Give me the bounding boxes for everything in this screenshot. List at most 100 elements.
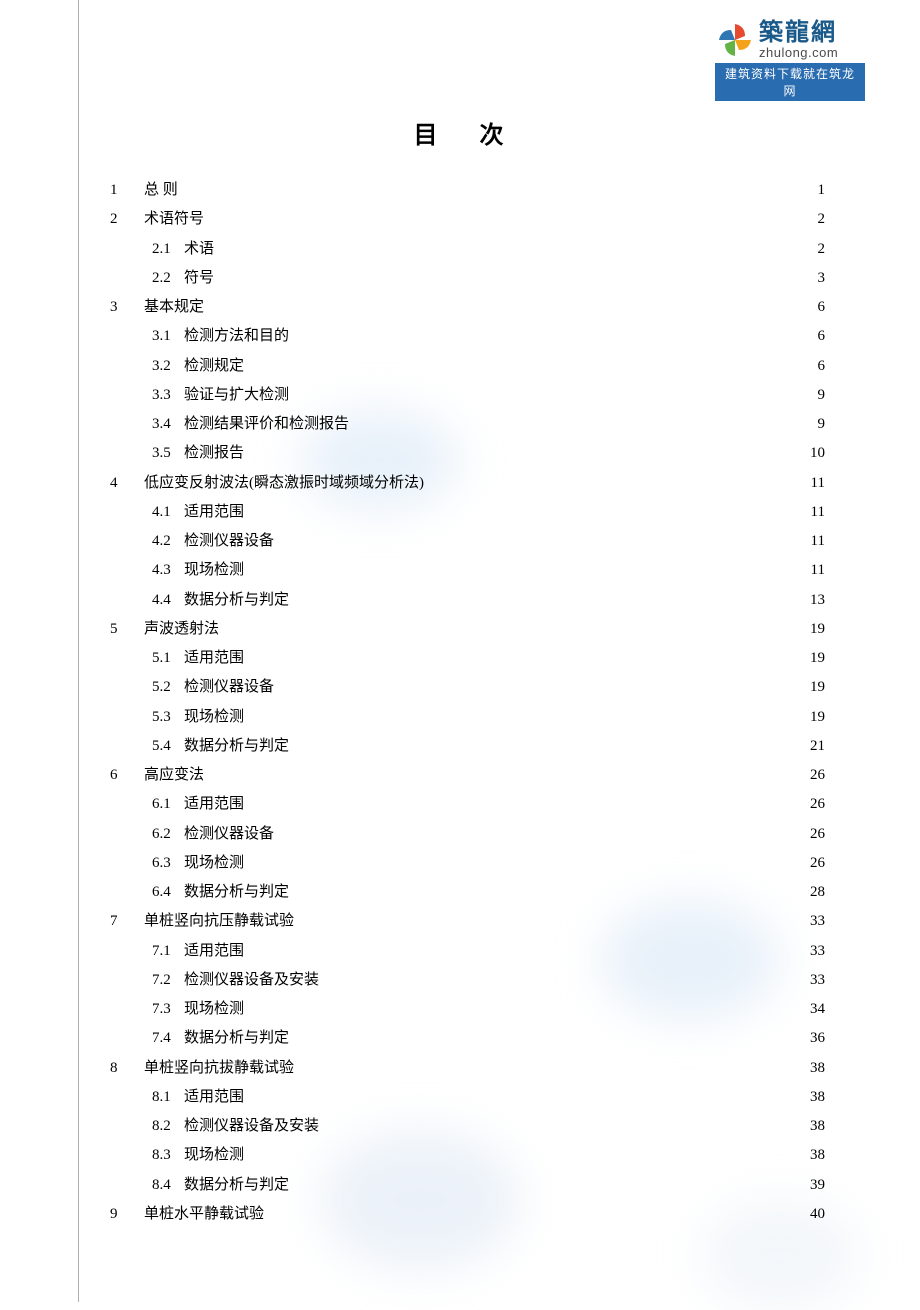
toc-label: 现场检测: [184, 1141, 244, 1170]
page-title: 目 次: [110, 115, 825, 150]
toc-number: 1: [110, 176, 132, 205]
toc-label: 现场检测: [184, 556, 244, 585]
toc-number: 4: [110, 469, 132, 498]
toc-row: 3.4检测结果评价和检测报告9: [110, 410, 825, 439]
toc-row: 7.4数据分析与判定36: [110, 1024, 825, 1053]
toc-page-number: 33: [803, 966, 825, 995]
toc-row: 6 高应变法 26: [110, 761, 825, 790]
toc-label: 单桩竖向抗拔静载试验: [144, 1054, 294, 1083]
table-of-contents: 1 总 则 12术语符号22.1术语22.2符号33基本规定63.1检测方法和目的6…: [110, 176, 825, 1229]
toc-label: 现场检测: [184, 703, 244, 732]
toc-label: 检测仪器设备及安装: [184, 966, 319, 995]
toc-page-number: 34: [803, 995, 825, 1024]
toc-page-number: 26: [803, 849, 825, 878]
toc-page-number: 2: [803, 235, 825, 264]
toc-number: 7.2: [152, 966, 182, 995]
toc-number: 6.4: [152, 878, 182, 907]
toc-page-number: 11: [803, 469, 825, 498]
toc-page-number: 6: [803, 352, 825, 381]
toc-page-number: 6: [803, 322, 825, 351]
toc-row: 8单桩竖向抗拔静载试验38: [110, 1054, 825, 1083]
toc-page-number: 26: [803, 790, 825, 819]
toc-row: 3基本规定6: [110, 293, 825, 322]
toc-page-number: 21: [803, 732, 825, 761]
toc-label: 高应变法: [144, 761, 204, 790]
toc-page-number: 26: [803, 820, 825, 849]
toc-page-number: 19: [803, 644, 825, 673]
toc-number: 4.4: [152, 586, 182, 615]
toc-row: 8.4数据分析与判定 39: [110, 1171, 825, 1200]
toc-page-number: 9: [803, 381, 825, 410]
toc-label: 单桩竖向抗压静载试验: [144, 907, 294, 936]
toc-label: 检测仪器设备: [184, 820, 274, 849]
toc-page-number: 39: [803, 1171, 825, 1200]
toc-label: 数据分析与判定: [184, 586, 289, 615]
toc-page-number: 40: [803, 1200, 825, 1229]
toc-number: 2.2: [152, 264, 182, 293]
toc-row: 4.3现场检测 11: [110, 556, 825, 585]
toc-label: 数据分析与判定: [184, 1171, 289, 1200]
toc-number: 8: [110, 1054, 132, 1083]
toc-row: 6.3现场检测 26: [110, 849, 825, 878]
toc-label: 数据分析与判定: [184, 1024, 289, 1053]
toc-number: 3.3: [152, 381, 182, 410]
toc-page-number: 11: [803, 556, 825, 585]
toc-row: 6.4数据分析与判定28: [110, 878, 825, 907]
toc-label: 数据分析与判定: [184, 732, 289, 761]
toc-row: 5.3现场检测19: [110, 703, 825, 732]
toc-label: 总 则: [144, 176, 178, 205]
toc-number: 6.3: [152, 849, 182, 878]
toc-row: 5.4数据分析与判定 21: [110, 732, 825, 761]
toc-number: 3.4: [152, 410, 182, 439]
toc-number: 4.2: [152, 527, 182, 556]
toc-page-number: 1: [803, 176, 825, 205]
toc-page-number: 2: [803, 205, 825, 234]
toc-row: 5.2检测仪器设备19: [110, 673, 825, 702]
toc-row: 2.2符号3: [110, 264, 825, 293]
toc-number: 5.4: [152, 732, 182, 761]
toc-page-number: 33: [803, 907, 825, 936]
toc-row: 6.2检测仪器设备26: [110, 820, 825, 849]
toc-row: 4.2检测仪器设备11: [110, 527, 825, 556]
toc-label: 适用范围: [184, 498, 244, 527]
toc-label: 适用范围: [184, 644, 244, 673]
toc-row: 6.1适用范围26: [110, 790, 825, 819]
toc-label: 验证与扩大检测: [184, 381, 289, 410]
toc-page-number: 9: [803, 410, 825, 439]
toc-row: 1 总 则 1: [110, 176, 825, 205]
toc-row: 8.3现场检测38: [110, 1141, 825, 1170]
toc-number: 5.1: [152, 644, 182, 673]
toc-row: 4低应变反射波法(瞬态激振时域频域分析法)11: [110, 469, 825, 498]
toc-page-number: 13: [803, 586, 825, 615]
toc-page-number: 19: [803, 673, 825, 702]
toc-number: 2.1: [152, 235, 182, 264]
toc-number: 4.3: [152, 556, 182, 585]
toc-number: 2: [110, 205, 132, 234]
toc-page-number: 11: [803, 527, 825, 556]
toc-label: 检测仪器设备: [184, 673, 274, 702]
toc-page-number: 26: [803, 761, 825, 790]
toc-label: 单桩水平静载试验: [144, 1200, 264, 1229]
toc-label: 检测仪器设备及安装: [184, 1112, 319, 1141]
toc-row: 5声波透射法19: [110, 615, 825, 644]
toc-label: 现场检测: [184, 995, 244, 1024]
toc-number: 8.4: [152, 1171, 182, 1200]
toc-number: 6: [110, 761, 132, 790]
toc-row: 3.1检测方法和目的6: [110, 322, 825, 351]
toc-row: 3.5检测报告10: [110, 439, 825, 468]
toc-number: 6.1: [152, 790, 182, 819]
toc-page-number: 11: [803, 498, 825, 527]
toc-label: 声波透射法: [144, 615, 219, 644]
toc-page-number: 19: [803, 615, 825, 644]
toc-row: 2.1术语2: [110, 235, 825, 264]
toc-page-number: 19: [803, 703, 825, 732]
toc-row: 4.1适用范围11: [110, 498, 825, 527]
toc-number: 3.2: [152, 352, 182, 381]
toc-label: 现场检测: [184, 849, 244, 878]
toc-number: 8.1: [152, 1083, 182, 1112]
toc-number: 9: [110, 1200, 132, 1229]
toc-row: 2术语符号2: [110, 205, 825, 234]
toc-page-number: 38: [803, 1141, 825, 1170]
toc-label: 适用范围: [184, 1083, 244, 1112]
toc-page-number: 3: [803, 264, 825, 293]
